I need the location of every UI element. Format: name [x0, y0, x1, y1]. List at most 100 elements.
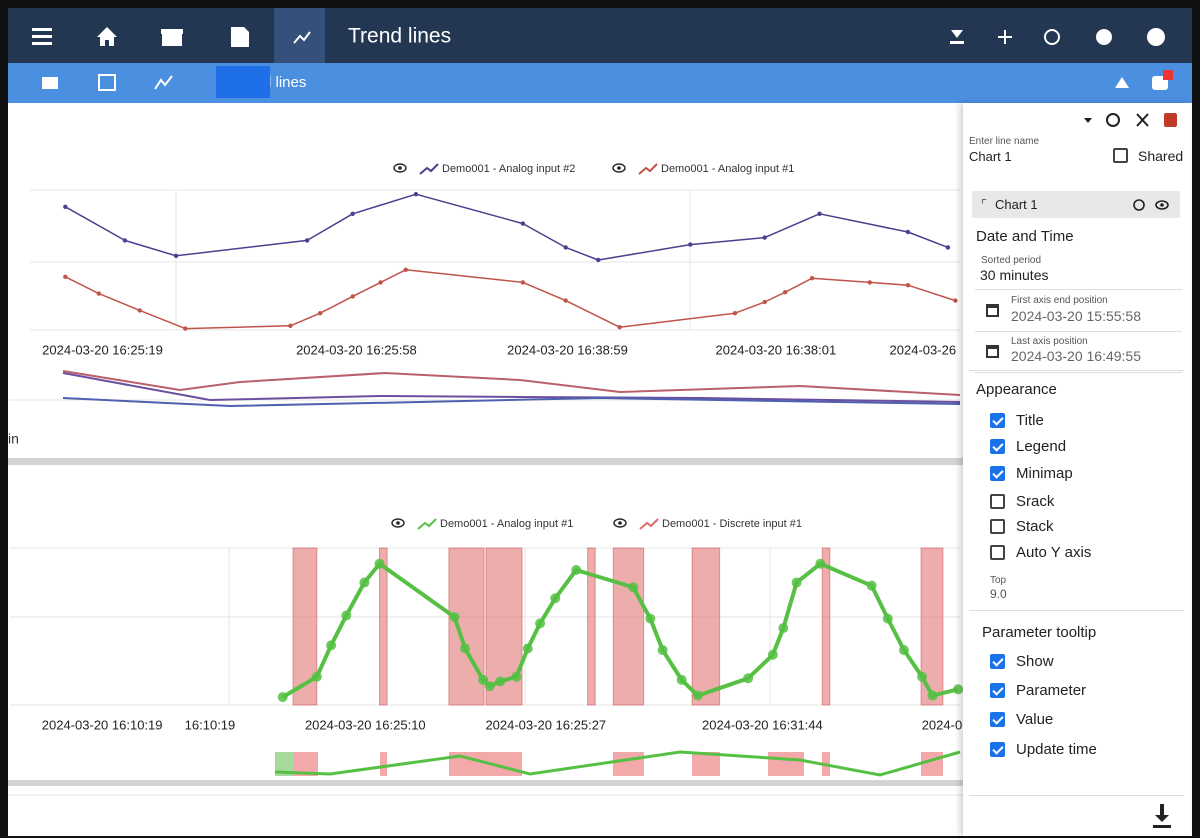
chart-divider: [8, 780, 963, 786]
data-point: [815, 558, 826, 569]
top-value[interactable]: 9.0: [990, 587, 1007, 601]
separator: [969, 610, 1184, 611]
data-point: [596, 257, 601, 263]
data-point: [311, 671, 322, 682]
settings-panel: Enter line name Chart 1 Shared ⌜ Chart 1…: [963, 103, 1190, 836]
data-point: [413, 192, 419, 197]
x-tick-label: 2024-03-20 16:38:01: [716, 342, 837, 357]
section-title: Date and Time: [976, 228, 1074, 245]
checkbox-label: Srack: [1016, 493, 1055, 510]
legend-eye: [617, 166, 621, 170]
legend-label: Demo001 - Discrete input #1: [662, 518, 802, 530]
data-point: [882, 613, 893, 624]
data-point: [520, 221, 526, 226]
shared-checkbox[interactable]: [1113, 148, 1128, 163]
discrete-period: [292, 547, 318, 706]
discrete-period: [920, 547, 944, 706]
toolbar-title: Trend lines: [348, 25, 451, 48]
x-tick-label: 2024-03-20 16:31:44: [702, 717, 823, 732]
x-tick-label: 2024-03-20 16:25:27: [485, 717, 606, 732]
separator: [969, 370, 1184, 371]
toolbar-icons[interactable]: [32, 27, 1165, 47]
x-tick-label: 16:10:19: [185, 717, 236, 732]
data-point: [628, 582, 639, 593]
subbar-title: d lines: [263, 74, 306, 91]
legend-label: Demo001 - Analog input #1: [440, 518, 573, 530]
legend-eye: [618, 521, 622, 525]
checkbox[interactable]: [990, 654, 1005, 669]
checkbox[interactable]: [990, 545, 1005, 560]
series-line: [64, 193, 949, 261]
field-value[interactable]: 2024-03-20 15:55:58: [1011, 308, 1141, 324]
panel-icons[interactable]: [963, 103, 1190, 143]
checkbox[interactable]: [990, 466, 1005, 481]
discrete-period: [587, 547, 596, 706]
download-icon[interactable]: [1147, 801, 1177, 831]
minimap-2: [274, 750, 961, 777]
chart-item[interactable]: [972, 191, 1180, 218]
data-point: [183, 326, 188, 331]
data-point: [484, 681, 495, 692]
checkbox[interactable]: [990, 519, 1005, 534]
checkbox[interactable]: [990, 683, 1005, 698]
data-point: [953, 684, 963, 695]
checkbox[interactable]: [990, 712, 1005, 727]
data-point: [917, 671, 927, 682]
data-point: [550, 593, 561, 604]
calendar-icon: [986, 304, 999, 317]
data-point: [571, 564, 582, 575]
name-value[interactable]: Chart 1: [969, 149, 1012, 164]
data-point: [645, 613, 656, 624]
checkbox[interactable]: [990, 742, 1005, 757]
legend-label: Demo001 - Analog input #2: [442, 163, 575, 175]
legend-eye: [391, 518, 405, 528]
data-point: [692, 690, 703, 701]
data-point: [350, 294, 355, 299]
data-point: [317, 311, 323, 316]
section-title: Parameter tooltip: [982, 624, 1097, 641]
checkbox[interactable]: [990, 439, 1005, 454]
x-tick-label: 2024-03-20 16:10:19: [42, 717, 163, 732]
data-point: [460, 643, 471, 654]
data-point: [63, 204, 68, 209]
checkbox-label: Minimap: [1016, 465, 1073, 482]
legend-swatch: [638, 163, 658, 175]
data-point: [676, 674, 687, 685]
legend-swatch: [417, 518, 437, 530]
data-point: [350, 211, 355, 216]
data-point: [478, 674, 489, 685]
section-title: Appearance: [976, 381, 1057, 398]
data-point: [563, 298, 568, 303]
shared-label: Shared: [1138, 148, 1184, 164]
data-point: [953, 298, 958, 303]
field-box[interactable]: [975, 331, 1182, 373]
legend-eye: [393, 163, 407, 173]
legend-eye: [398, 166, 402, 170]
x-tick-label: 2024-0: [922, 717, 962, 732]
checkbox[interactable]: [990, 494, 1005, 509]
chart-divider: [8, 458, 963, 465]
field-box[interactable]: [975, 289, 1182, 330]
field-label: Sorted period: [981, 255, 1042, 266]
checkbox[interactable]: [990, 413, 1005, 428]
x-tick-label: 2024-03-20 16:25:10: [305, 717, 426, 732]
field-value[interactable]: 30 minutes: [980, 267, 1049, 283]
legend-eye: [612, 163, 626, 173]
discrete-period: [612, 547, 645, 706]
data-point: [867, 280, 872, 285]
side-text: in: [8, 431, 19, 447]
checkbox-label: Stack: [1016, 518, 1054, 535]
checkbox-label: Update time: [1016, 741, 1097, 758]
data-point: [535, 618, 546, 629]
data-point: [449, 612, 460, 623]
name-label: Enter line name: [969, 136, 1040, 147]
subbar-icons[interactable]: [42, 70, 1173, 91]
data-point: [341, 610, 352, 621]
data-point: [122, 238, 128, 243]
data-point: [782, 290, 788, 295]
legend-swatch: [419, 163, 439, 175]
item-label: Chart 1: [995, 197, 1038, 212]
field-value[interactable]: 2024-03-20 16:49:55: [1011, 348, 1141, 364]
data-point: [866, 580, 877, 591]
discrete-period: [379, 547, 388, 706]
